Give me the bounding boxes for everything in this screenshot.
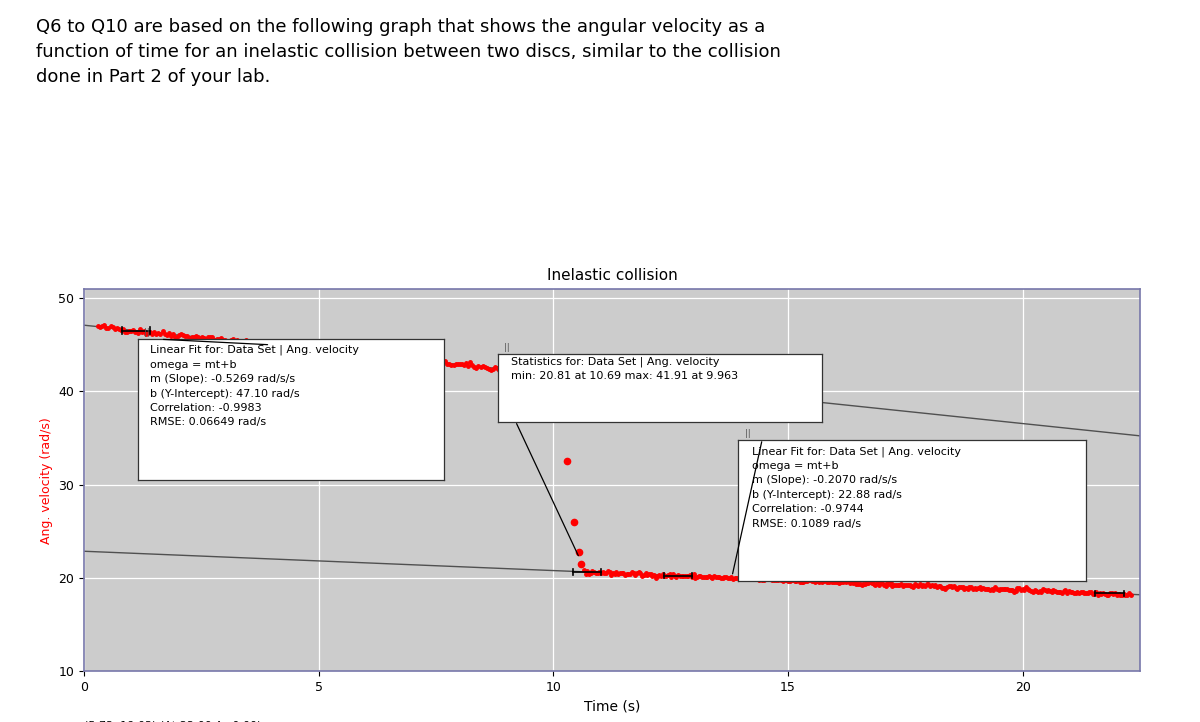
Text: Q6 to Q10 are based on the following graph that shows the angular velocity as a
: Q6 to Q10 are based on the following gra… [36,18,781,86]
Y-axis label: Ang. velocity (rad/s): Ang. velocity (rad/s) [40,417,53,544]
Text: ||: || [504,344,510,352]
Text: ||: || [745,429,751,438]
Text: (5.72, 19.03) (Δt:22.00 Δy:0.00): (5.72, 19.03) (Δt:22.00 Δy:0.00) [84,721,262,722]
X-axis label: Time (s): Time (s) [584,700,640,714]
Text: Linear Fit for: Data Set | Ang. velocity
omega = mt+b
m (Slope): -0.2070 rad/s/s: Linear Fit for: Data Set | Ang. velocity… [752,446,961,529]
Text: Statistics for: Data Set | Ang. velocity
min: 20.81 at 10.69 max: 41.91 at 9.963: Statistics for: Data Set | Ang. velocity… [511,357,738,381]
Title: Inelastic collision: Inelastic collision [547,269,677,284]
Text: Linear Fit for: Data Set | Ang. velocity
omega = mt+b
m (Slope): -0.5269 rad/s/s: Linear Fit for: Data Set | Ang. velocity… [150,345,359,427]
Text: ||: || [144,328,150,336]
